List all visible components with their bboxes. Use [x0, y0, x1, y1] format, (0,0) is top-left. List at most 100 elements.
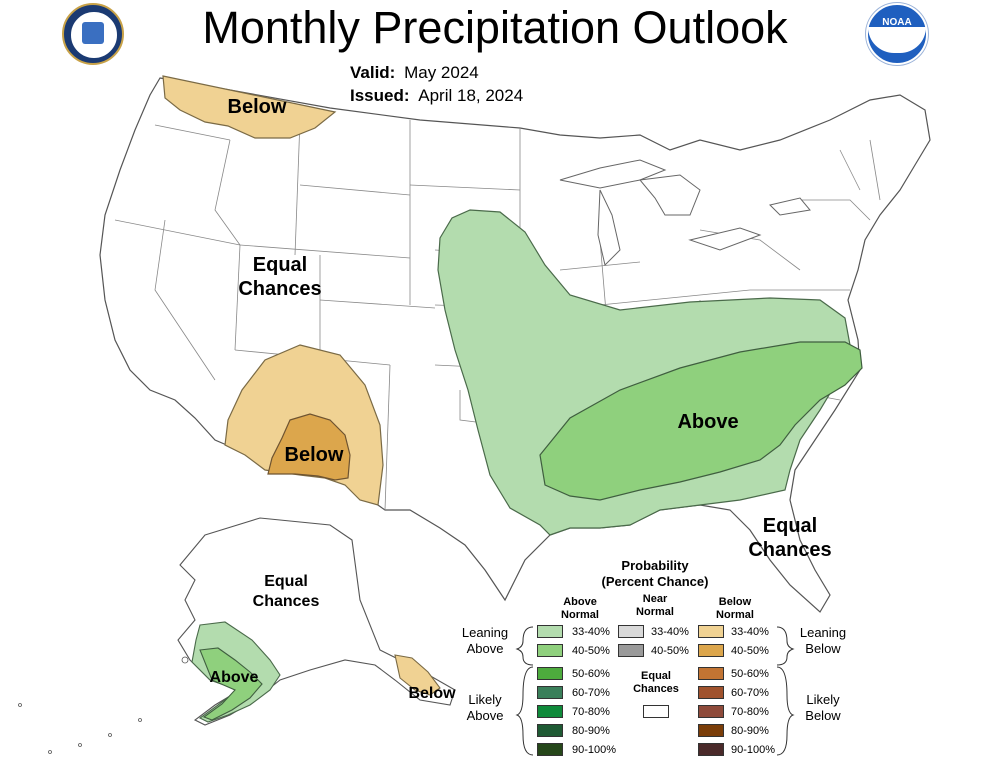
- legend-pct: 90-100%: [572, 744, 617, 756]
- legend-likely-below: Likely Below: [791, 692, 855, 724]
- legend-leaning-below-2: Below: [805, 641, 841, 656]
- region-label-above-southeast: Above: [677, 411, 739, 433]
- legend-pct: 70-80%: [731, 706, 769, 718]
- legend-pct: 33-40%: [731, 626, 769, 638]
- region-label-equal-west: Equal Chances: [220, 253, 340, 301]
- legend-leaning-above-2: Above: [466, 641, 504, 656]
- legend-pct: 70-80%: [572, 706, 610, 718]
- legend-title: Probability (Percent Chance): [555, 558, 755, 590]
- legend-leaning-above-1: Leaning: [461, 625, 509, 640]
- legend-head-below: Below Normal: [695, 596, 775, 622]
- legend-pct: 33-40%: [572, 626, 610, 638]
- region-label-equal-florida-2: Chances: [748, 539, 832, 561]
- issued-line: Issued: April 18, 2024: [350, 86, 523, 106]
- legend-head-near: Near Normal: [615, 593, 695, 619]
- region-label-equal-alaska: Equal Chances: [236, 572, 336, 612]
- legend-swatch: [537, 644, 563, 657]
- legend-below-row-6: 80-90%: [698, 724, 783, 741]
- legend-swatch: [698, 644, 724, 657]
- legend-equal-1: Equal: [641, 670, 671, 682]
- legend-swatch: [537, 705, 563, 718]
- aleutian-islands: [18, 656, 189, 754]
- legend-likely-above-2: Above: [466, 708, 504, 723]
- legend-swatch: [537, 686, 563, 699]
- legend-above-row-5: 70-80%: [537, 705, 622, 722]
- legend-pct: 40-50%: [651, 645, 689, 657]
- legend-leaning-below-1: Leaning: [799, 625, 847, 640]
- legend-head-above-1: Above: [563, 596, 597, 608]
- page-title: Monthly Precipitation Outlook: [202, 2, 788, 53]
- legend-below-row-1: 33-40%: [698, 625, 783, 642]
- legend-above-row-3: 50-60%: [537, 667, 622, 684]
- legend-pct: 90-100%: [731, 744, 776, 756]
- region-label-below-alaska: Below: [408, 685, 456, 702]
- legend-head-above-2: Normal: [561, 609, 599, 621]
- legend-title-2: (Percent Chance): [601, 574, 709, 589]
- legend-swatch: [537, 625, 563, 638]
- department-of-commerce-seal: [62, 3, 124, 65]
- issued-value: April 18, 2024: [418, 86, 524, 105]
- legend-likely-above: Likely Above: [455, 692, 515, 724]
- legend-swatch: [537, 724, 563, 737]
- legend-equal-2: Chances: [633, 683, 679, 695]
- legend-swatch: [698, 705, 724, 718]
- below-region-alaska: [394, 654, 441, 696]
- legend-near-column: 33-40% 40-50%: [618, 625, 703, 665]
- below-region-southwest-inner: [267, 413, 351, 481]
- legend-pct: 40-50%: [731, 645, 769, 657]
- legend-swatch: [537, 667, 563, 680]
- noaa-logo-text: NOAA: [882, 17, 912, 28]
- legend-swatch: [698, 686, 724, 699]
- legend-swatch: [698, 667, 724, 680]
- legend-head-above: Above Normal: [540, 596, 620, 622]
- legend-head-below-2: Normal: [716, 609, 754, 621]
- legend-pct: 80-90%: [731, 725, 769, 737]
- legend-pct: 40-50%: [572, 645, 610, 657]
- legend-pct: 50-60%: [572, 668, 610, 680]
- legend-head-near-1: Near: [642, 593, 668, 605]
- legend-likely-below-2: Below: [805, 708, 841, 723]
- legend-equal-chances: Equal Chances: [618, 670, 694, 696]
- legend-pct: 80-90%: [572, 725, 610, 737]
- valid-value: May 2024: [404, 63, 479, 82]
- legend-below-row-2: 40-50%: [698, 644, 783, 661]
- legend-swatch: [698, 724, 724, 737]
- region-label-equal-alaska-1: Equal: [264, 573, 308, 590]
- legend-above-column: 33-40% 40-50% 50-60% 60-70% 70-80% 80-90…: [537, 625, 622, 760]
- legend-swatch: [537, 743, 563, 756]
- legend-below-row-7: 90-100%: [698, 743, 783, 760]
- valid-line: Valid: May 2024: [350, 63, 479, 83]
- legend-pct: 33-40%: [651, 626, 689, 638]
- legend-near-row-2: 40-50%: [618, 644, 703, 661]
- legend-likely-above-1: Likely: [468, 692, 502, 707]
- legend-head-near-2: Normal: [636, 606, 674, 618]
- legend-near-row-1: 33-40%: [618, 625, 703, 642]
- below-region-northwest: [162, 75, 337, 139]
- region-label-above-alaska: Above: [209, 669, 259, 686]
- region-label-below-northwest: Below: [227, 96, 287, 118]
- legend-pct: 50-60%: [731, 668, 769, 680]
- legend-above-row-2: 40-50%: [537, 644, 622, 661]
- issued-label: Issued:: [350, 86, 410, 105]
- legend-below-row-5: 70-80%: [698, 705, 783, 722]
- legend-below-row-4: 60-70%: [698, 686, 783, 703]
- legend: Probability (Percent Chance) Above Norma…: [455, 555, 855, 760]
- region-label-equal-west-2: Chances: [238, 278, 322, 300]
- legend-above-row-7: 90-100%: [537, 743, 622, 760]
- region-label-equal-florida: Equal Chances: [735, 514, 845, 562]
- legend-braces: [515, 626, 795, 756]
- legend-above-row-4: 60-70%: [537, 686, 622, 703]
- noaa-logo: NOAA: [866, 3, 928, 65]
- legend-likely-below-1: Likely: [806, 692, 840, 707]
- legend-leaning-above: Leaning Above: [455, 625, 515, 657]
- region-label-below-southwest: Below: [284, 444, 344, 466]
- legend-above-row-1: 33-40%: [537, 625, 622, 642]
- region-label-equal-florida-1: Equal: [762, 515, 818, 537]
- region-label-equal-alaska-2: Chances: [252, 593, 320, 610]
- legend-pct: 60-70%: [731, 687, 769, 699]
- above-region-alaska-inner: [199, 647, 263, 721]
- great-lakes: [559, 159, 811, 266]
- legend-pct: 60-70%: [572, 687, 610, 699]
